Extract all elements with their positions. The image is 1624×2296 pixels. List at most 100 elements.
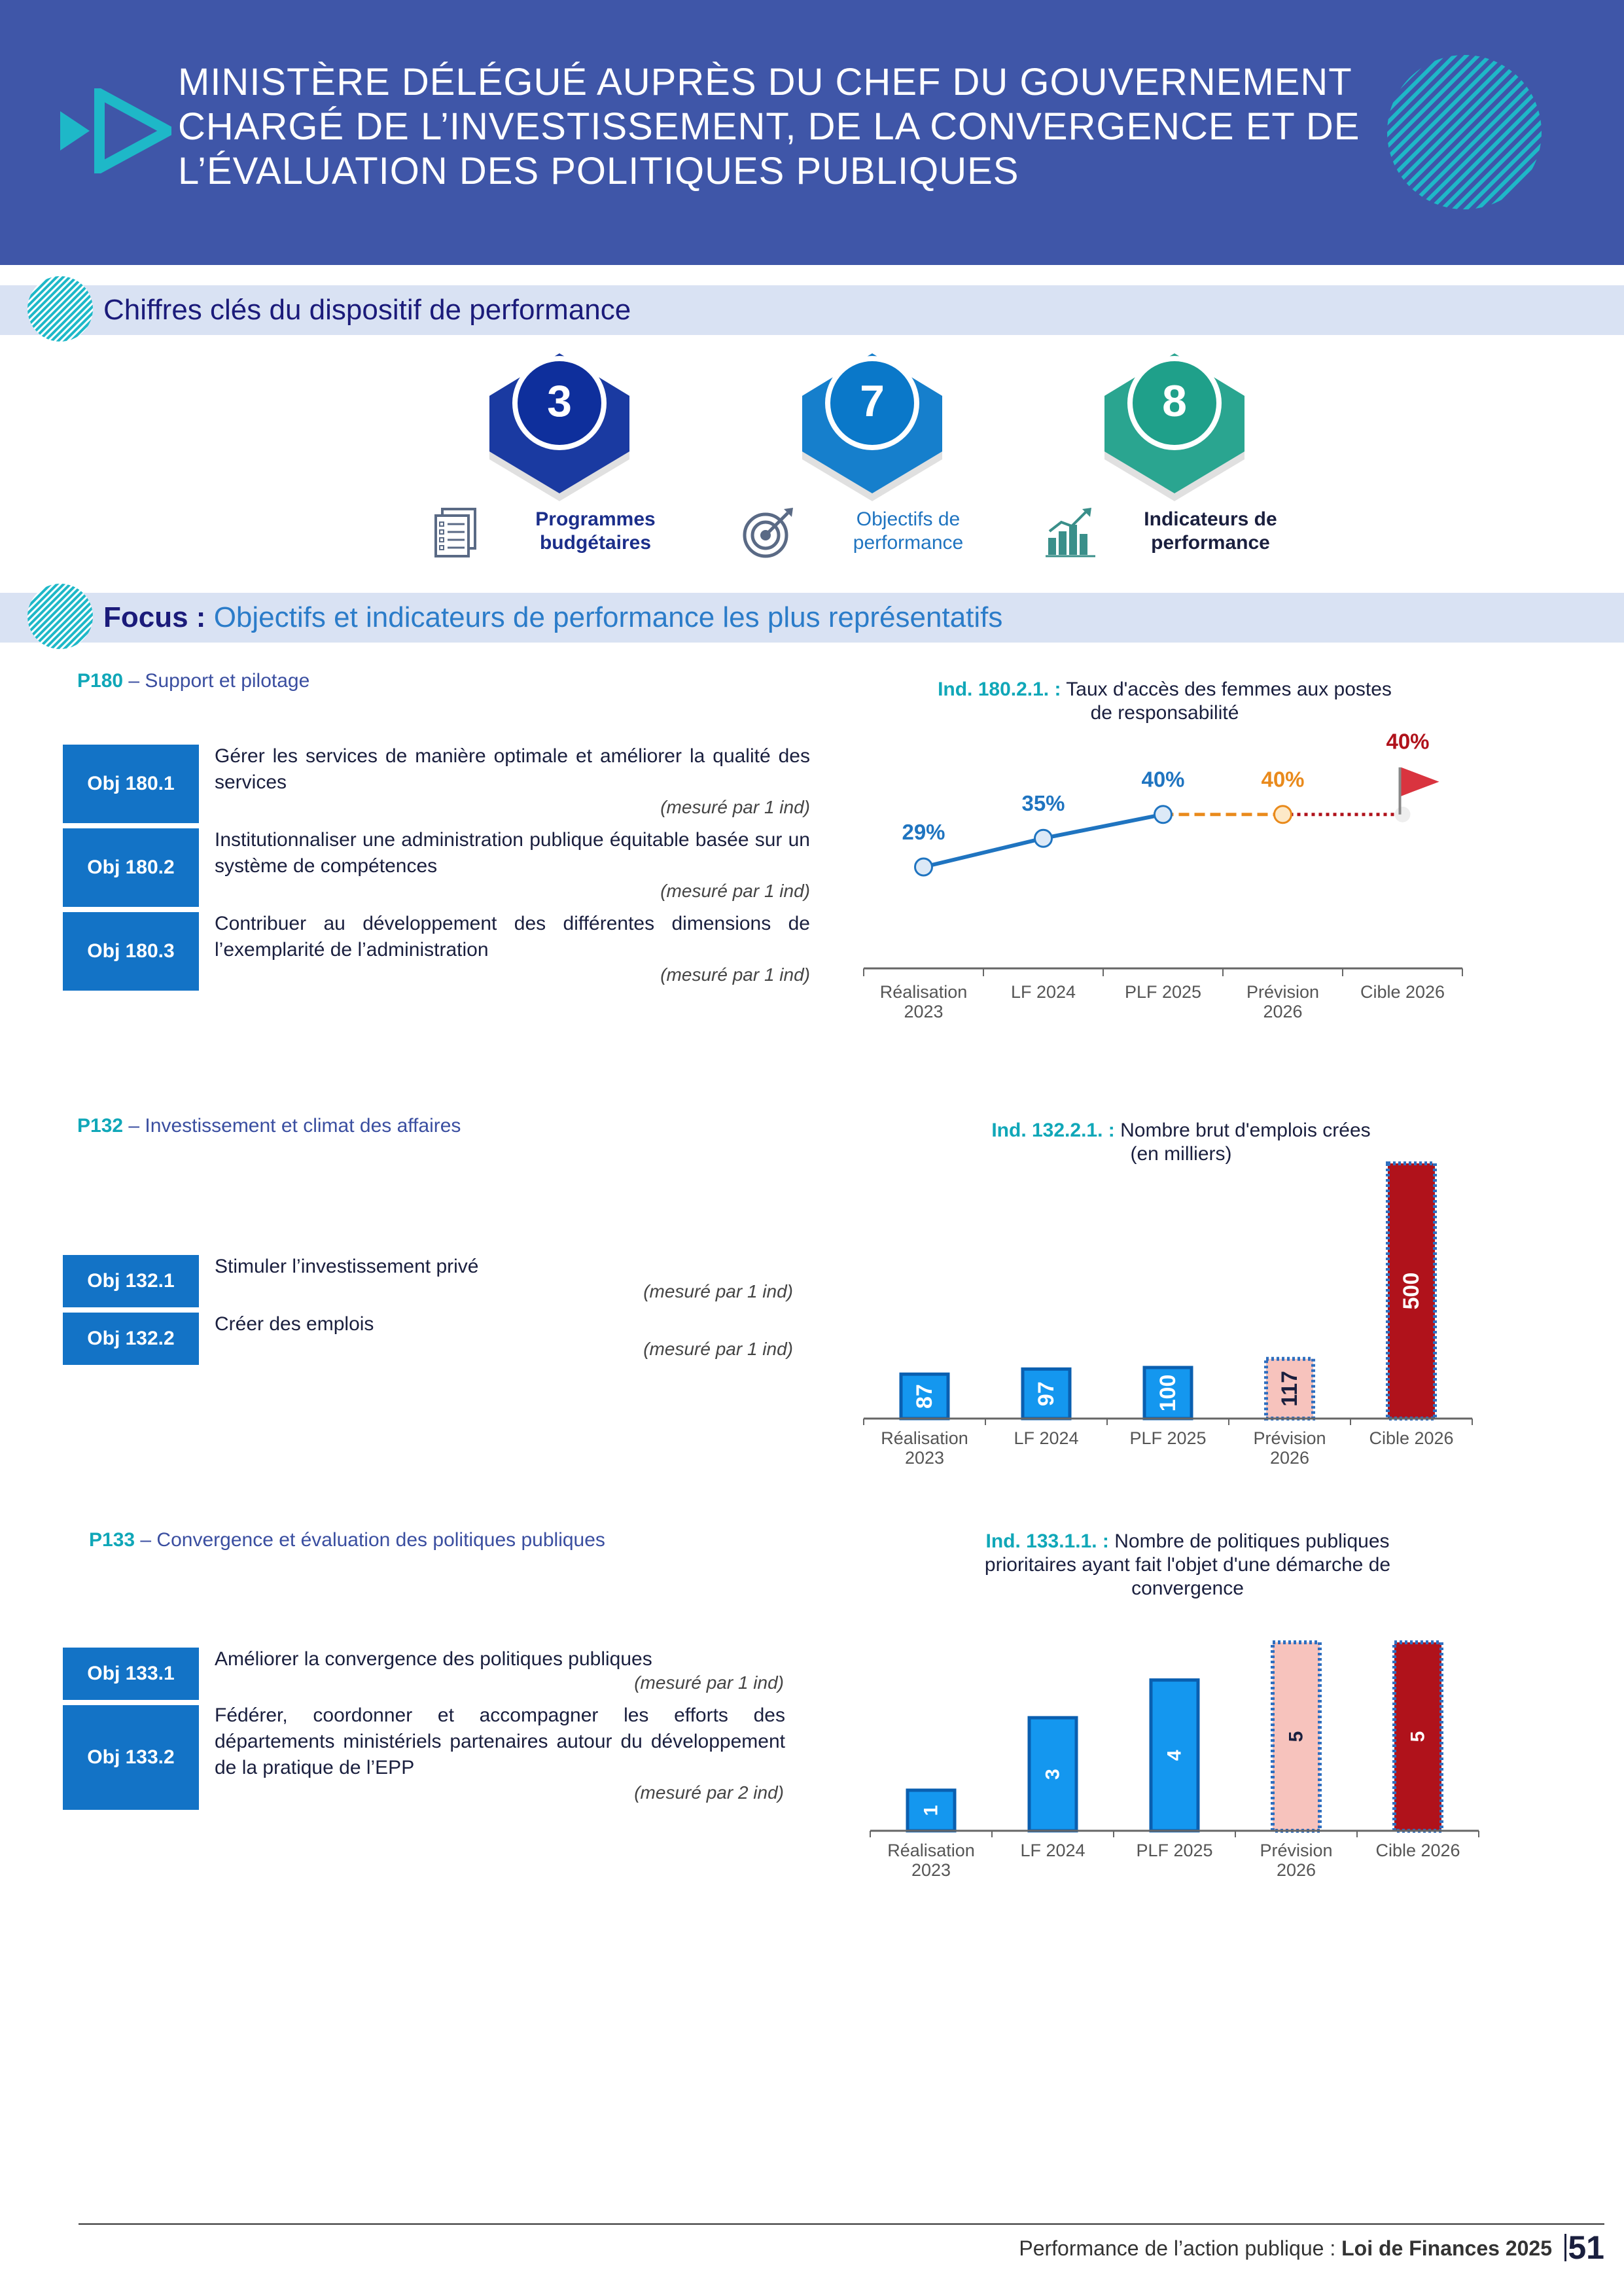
key-figure-badge: 7 [797,353,947,504]
objective-label: Obj 132.1 [63,1255,199,1307]
footer-text: Performance de l’action publique : Loi d… [1019,2236,1552,2260]
badge-shape [802,353,942,501]
objective-label: Obj 132.2 [63,1313,199,1365]
objective-measure: (mesuré par 2 ind) [634,1782,784,1803]
program-title-p133: P133 – Convergence et évaluation des pol… [89,1529,605,1551]
category-label: PLF 2025 [1136,1841,1212,1860]
footer-separator [1564,2234,1566,2261]
key-figures-section-bar: Chiffres clés du dispositif de performan… [0,285,1624,335]
objective-measure: (mesuré par 1 ind) [660,964,810,985]
striped-circle-icon [27,584,93,649]
category-label: 2023 [905,1448,944,1468]
chart-title-ind-133-1-1: Ind. 133.1.1. : Nombre de politiques pub… [984,1530,1391,1599]
category-label: PLF 2025 [1125,982,1201,1002]
bar-value-label: 3 [1042,1769,1064,1780]
objective-text: Créer des emplois [215,1313,374,1335]
category-label: LF 2024 [1011,982,1076,1002]
striped-circle-decoration [1387,55,1542,209]
key-figure-label: Indicateurs de performance [1144,508,1277,554]
play-arrow-icon [60,88,171,173]
badge-shape [1104,353,1244,501]
objective-measure: (mesuré par 1 ind) [643,1339,793,1359]
objective-label: Obj 133.1 [63,1648,199,1700]
bar [1149,1678,1200,1833]
key-figure-label: Programmes budgétaires [535,508,656,554]
bar-value-label: 4 [1164,1750,1186,1761]
data-label: 40% [1141,768,1184,792]
category-label: 2026 [1270,1448,1309,1468]
category-label: Prévision [1253,1428,1326,1448]
key-figure-badge: 3 [484,353,635,504]
data-point [1034,828,1053,848]
category-label: Cible 2026 [1375,1841,1460,1860]
objective-text: Fédérer, coordonner et accompagner les e… [215,1704,785,1778]
bar [1392,1640,1443,1833]
key-figures-title: Chiffres clés du dispositif de performan… [103,294,631,326]
bar [1264,1356,1315,1421]
bar-value-label: 5 [1286,1731,1307,1742]
category-label: PLF 2025 [1129,1428,1206,1448]
key-figure-value: 8 [1162,376,1187,426]
bar [899,1372,950,1421]
objective-measure: (mesuré par 1 ind) [634,1672,784,1693]
objective-text: Institutionnaliser une administration pu… [215,829,810,877]
bar-chart-icon [1046,508,1095,557]
page-number: 51 [1568,2229,1604,2266]
objective-label: Obj 180.1 [63,745,199,823]
program-title-p132: P132 – Investissement et climat des affa… [77,1115,461,1137]
bar-value-label: 117 [1277,1371,1302,1407]
objective-text: Contribuer au développement des différen… [215,913,810,961]
data-label: 40% [1386,730,1429,754]
page-header: MINISTÈRE DÉLÉGUÉ AUPRÈS DU CHEF DU GOUV… [0,0,1624,265]
chart-title-ind-180-2-1: Ind. 180.2.1. : Taux d'accès des femmes … [938,679,1392,724]
key-figure-value: 7 [860,376,885,426]
bar [1142,1366,1193,1421]
objective-label: Obj 180.2 [63,828,199,907]
focus-title: Focus : Objectifs et indicateurs de perf… [103,601,1003,633]
category-label: 2023 [911,1860,951,1880]
category-label: 2026 [1277,1860,1316,1880]
chart-title-ind-132-2-1: Ind. 132.2.1. : Nombre brut d'emplois cr… [991,1120,1371,1165]
objective-measure: (mesuré par 1 ind) [660,797,810,817]
bar-value-label: 500 [1399,1273,1424,1310]
category-label: LF 2024 [1020,1841,1085,1860]
target-icon [743,508,793,558]
data-point [914,857,933,877]
bar-value-label: 5 [1407,1731,1429,1742]
bar-value-label: 87 [912,1384,937,1409]
program-title-p180: P180 – Support et pilotage [77,670,310,692]
flag-icon [1401,767,1439,796]
data-label: 35% [1021,791,1065,815]
data-label: 40% [1261,768,1304,792]
category-label: Prévision [1246,982,1319,1002]
category-label: 2023 [904,1002,943,1021]
bar-value-label: 1 [921,1805,942,1816]
key-figure-label: Objectifs de performance [853,508,964,554]
objective-measure: (mesuré par 1 ind) [660,881,810,901]
key-figure-badge: 8 [1099,353,1250,504]
striped-circle-icon [27,276,93,342]
category-label: Cible 2026 [1360,982,1445,1002]
focus-section-bar: Focus : Objectifs et indicateurs de perf… [0,593,1624,643]
bar [1271,1640,1322,1833]
objective-text: Stimuler l’investissement privé [215,1256,479,1277]
ministry-title: MINISTÈRE DÉLÉGUÉ AUPRÈS DU CHEF DU GOUV… [178,61,1360,192]
objective-label: Obj 180.3 [63,912,199,991]
key-figure-value: 3 [547,376,572,426]
category-label: Prévision [1260,1841,1332,1860]
bar-value-label: 97 [1034,1381,1059,1406]
bar [1027,1716,1078,1833]
category-label: Réalisation [887,1841,975,1860]
category-label: LF 2024 [1014,1428,1078,1448]
data-label: 29% [902,820,945,844]
target-marker [1394,806,1411,822]
category-label: Réalisation [881,1428,968,1448]
category-label: Cible 2026 [1369,1428,1453,1448]
objective-label: Obj 133.2 [63,1705,199,1810]
objective-text: Gérer les services de manière optimale e… [215,745,810,793]
data-point [1273,805,1292,824]
data-point [1154,805,1173,824]
objective-text: Améliorer la convergence des politiques … [215,1648,652,1670]
